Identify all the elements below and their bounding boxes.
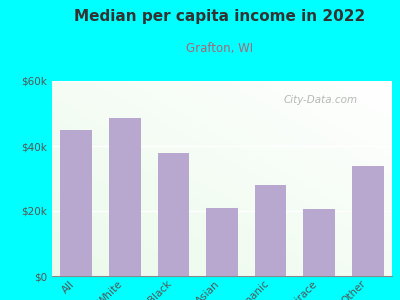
Bar [255, 185, 286, 276]
Bar [206, 208, 238, 276]
Text: City-Data.com: City-Data.com [283, 94, 357, 105]
Bar [109, 118, 141, 276]
Bar [158, 152, 189, 276]
Bar [303, 209, 335, 276]
Text: Median per capita income in 2022: Median per capita income in 2022 [74, 9, 366, 24]
Text: Grafton, WI: Grafton, WI [186, 42, 254, 55]
Bar [60, 130, 92, 276]
Bar [352, 166, 384, 276]
